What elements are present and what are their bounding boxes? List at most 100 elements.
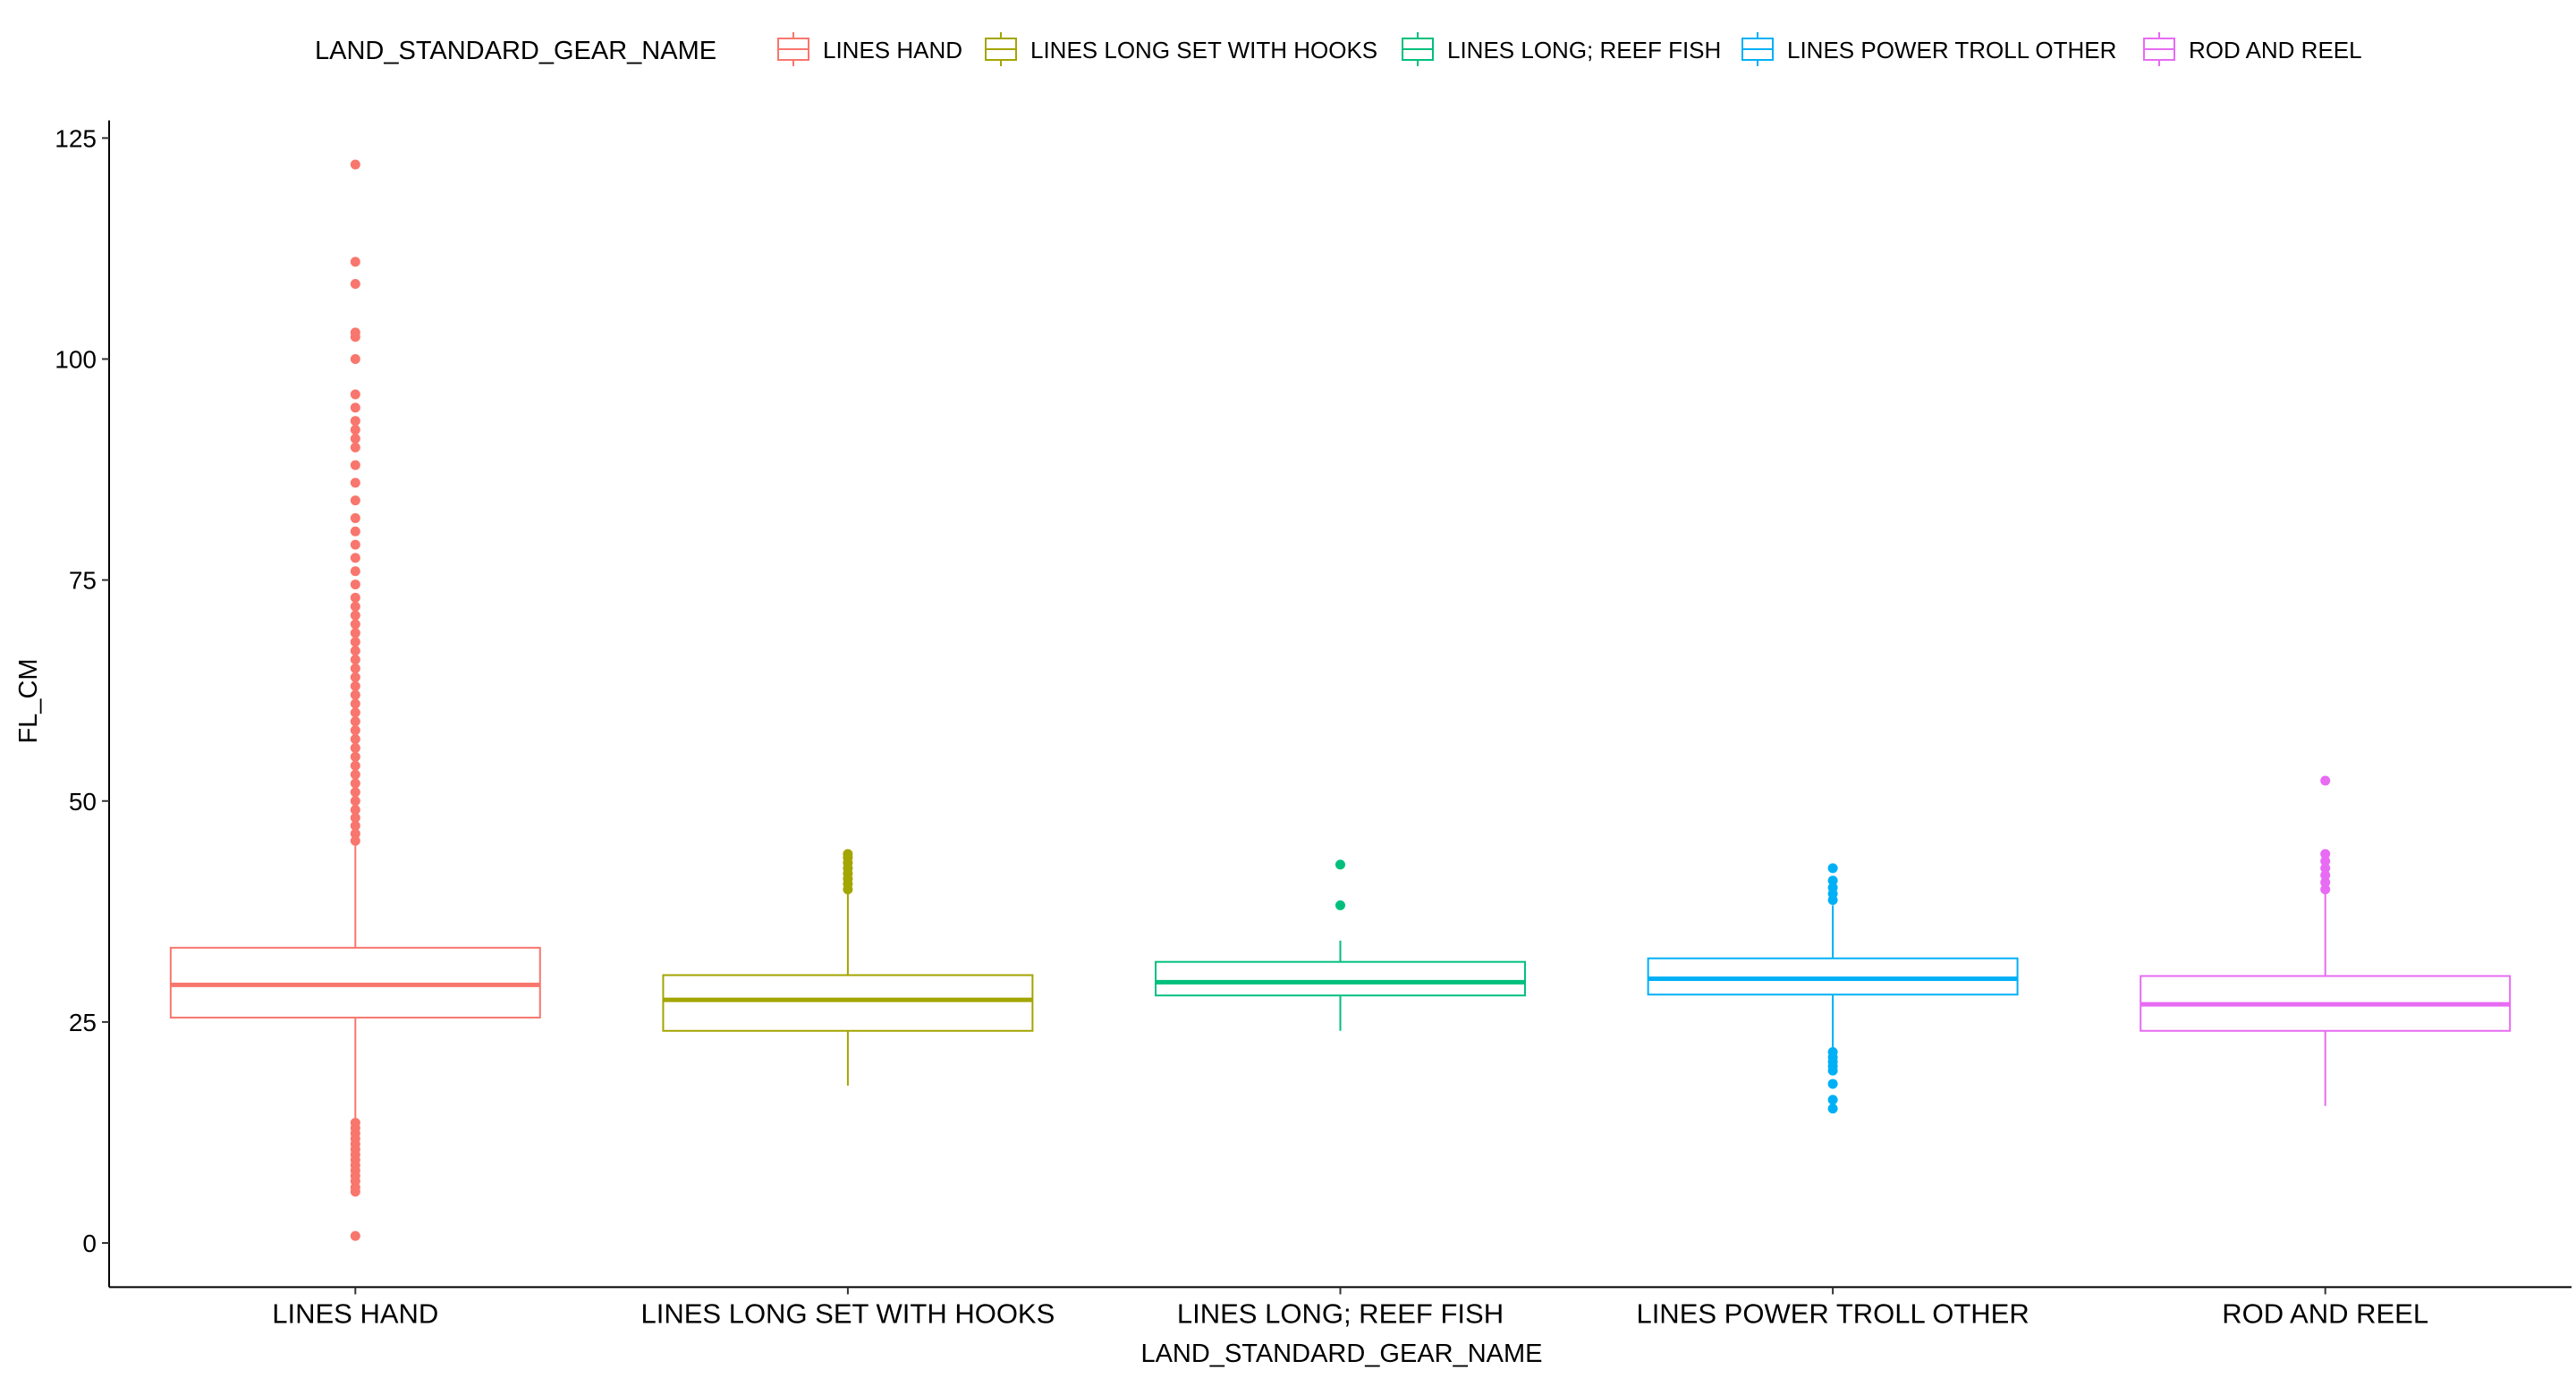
outlier-point (350, 734, 360, 745)
outlier-point (1827, 875, 1838, 886)
legend-item-lines-long-set-with-hooks: LINES LONG SET WITH HOOKS (985, 32, 1377, 66)
outlier-point (350, 787, 360, 798)
outlier-point (2320, 856, 2331, 867)
outlier-point (350, 646, 360, 656)
outlier-point (350, 495, 360, 506)
outlier-point (350, 526, 360, 537)
outlier-point (350, 835, 360, 846)
box-lines-power-troll-other (1647, 863, 2019, 1114)
y-tick-label: 25 (69, 1009, 97, 1036)
outlier-point (1335, 859, 1345, 870)
outlier-point (350, 579, 360, 590)
outlier-point (1827, 1046, 1838, 1057)
legend-item-rod-and-reel: ROD AND REEL (2143, 32, 2362, 66)
outlier-point (350, 416, 360, 427)
outlier-point (350, 655, 360, 665)
outlier-point (350, 672, 360, 682)
y-tick-label: 100 (55, 346, 97, 374)
legend-item-label: LINES POWER TROLL OTHER (1787, 37, 2116, 63)
outlier-point (350, 425, 360, 435)
outlier-point (350, 751, 360, 762)
outlier-point (350, 663, 360, 673)
outlier-point (2320, 870, 2331, 881)
outlier-point (1827, 863, 1838, 874)
outlier-point (350, 402, 360, 413)
outlier-point (350, 619, 360, 630)
legend-title: LAND_STANDARD_GEAR_NAME (315, 37, 716, 65)
y-tick-label: 0 (82, 1230, 97, 1257)
x-tick-label: LINES LONG; REEF FISH (1177, 1298, 1504, 1329)
outlier-point (1827, 1078, 1838, 1089)
y-tick-label: 50 (69, 788, 97, 816)
box-iqr (1155, 960, 1526, 997)
legend-item-label: LINES LONG SET WITH HOOKS (1030, 37, 1377, 63)
outlier-point (2320, 884, 2331, 895)
box-lines-hand (169, 159, 541, 1241)
legend-item-label: ROD AND REEL (2189, 37, 2362, 63)
outlier-point (350, 278, 360, 289)
outlier-point (1335, 900, 1345, 910)
box-lines-long-set-with-hooks (662, 849, 1034, 1086)
outlier-point (350, 592, 360, 603)
outlier-point (350, 257, 360, 267)
outlier-point (350, 159, 360, 170)
outlier-point (350, 433, 360, 444)
outlier-point (350, 1118, 360, 1129)
outlier-point (350, 354, 360, 364)
outlier-point (350, 637, 360, 647)
outlier-point (1827, 883, 1838, 893)
legend-item-lines-long-reef-fish: LINES LONG; REEF FISH (1402, 32, 1721, 66)
outlier-point (843, 849, 853, 859)
outlier-point (350, 566, 360, 577)
outlier-point (350, 707, 360, 718)
outlier-point (350, 512, 360, 523)
legend-item-label: LINES HAND (823, 37, 962, 63)
y-axis-title: FL_CM (14, 658, 43, 743)
outlier-point (350, 716, 360, 727)
outlier-point (350, 769, 360, 780)
plot-panel (169, 159, 2512, 1241)
outlier-point (350, 760, 360, 771)
outlier-point (350, 478, 360, 488)
outlier-point (350, 828, 360, 839)
x-tick-label: LINES HAND (272, 1298, 438, 1329)
outlier-point (350, 460, 360, 470)
outlier-point (350, 610, 360, 621)
outlier-point (350, 327, 360, 338)
outlier-point (2320, 863, 2331, 874)
box-lines-long-reef-fish (1155, 859, 1526, 1031)
legend-item-label: LINES LONG; REEF FISH (1447, 37, 1721, 63)
legend-item-lines-power-troll-other: LINES POWER TROLL OTHER (1741, 32, 2116, 66)
outlier-point (350, 796, 360, 807)
outlier-point (350, 742, 360, 753)
legend-item-lines-hand: LINES HAND (777, 32, 962, 66)
outlier-point (350, 813, 360, 824)
outlier-point (350, 778, 360, 789)
outlier-point (350, 442, 360, 452)
outlier-point (350, 1230, 360, 1241)
outlier-point (2320, 849, 2331, 859)
box-iqr (662, 974, 1034, 1032)
outlier-point (350, 805, 360, 816)
outlier-point (2320, 877, 2331, 888)
outlier-point (350, 389, 360, 400)
outlier-point (350, 725, 360, 736)
y-tick-label: 125 (55, 124, 97, 152)
outlier-point (1827, 1103, 1838, 1114)
x-tick-label: LINES POWER TROLL OTHER (1636, 1298, 2029, 1329)
x-tick-label: ROD AND REEL (2222, 1298, 2428, 1329)
outlier-point (350, 689, 360, 700)
outlier-point (350, 553, 360, 563)
x-tick-label: LINES LONG SET WITH HOOKS (641, 1298, 1055, 1329)
outlier-point (2320, 775, 2331, 786)
box-rod-and-reel (2140, 775, 2512, 1106)
outlier-point (350, 698, 360, 709)
outlier-point (350, 601, 360, 612)
outlier-point (350, 820, 360, 831)
axes: LAND_STANDARD_GEAR_NAME FL_CM 0 25 50 75 100… (14, 120, 2572, 1368)
legend: LAND_STANDARD_GEAR_NAME LINES HAND LINES … (315, 32, 2362, 66)
outlier-point (350, 681, 360, 691)
x-axis-title: LAND_STANDARD_GEAR_NAME (1140, 1340, 1542, 1368)
y-tick-label: 75 (69, 567, 97, 595)
